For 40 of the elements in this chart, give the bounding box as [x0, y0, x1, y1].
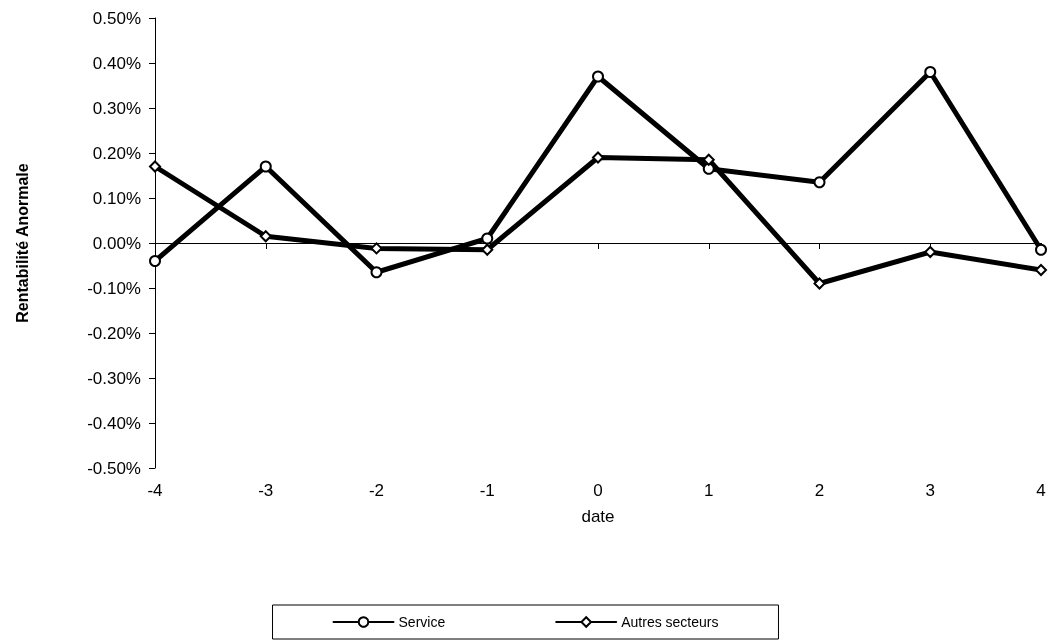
- point: [1035, 243, 1047, 256]
- y-tick-label: -0.50%: [87, 458, 141, 478]
- point: [370, 242, 383, 255]
- y-tick-label: 0.00%: [92, 233, 141, 253]
- point: [592, 70, 604, 83]
- y-tick-label: -0.20%: [87, 323, 141, 343]
- y-axis-title: Rentabilité Anormale: [13, 163, 31, 323]
- x-tick-label: 0: [593, 481, 603, 500]
- x-tick-label: 2: [814, 481, 825, 500]
- y-tick-label: -0.30%: [87, 368, 141, 388]
- point: [370, 266, 383, 279]
- y-tick-label: 0.10%: [92, 188, 141, 208]
- point: [259, 160, 272, 173]
- x-tick-label: -2: [368, 481, 385, 500]
- x-tick-label: -4: [147, 481, 163, 500]
- legend-label: Autres secteurs: [621, 614, 719, 630]
- x-tick-label: 4: [1036, 481, 1046, 500]
- point: [702, 162, 715, 175]
- x-axis-title: date: [581, 507, 615, 526]
- y-tick-label: 0.20%: [92, 143, 141, 163]
- point: [924, 246, 937, 258]
- point: [259, 230, 272, 243]
- point: [592, 151, 604, 164]
- y-tick-label: 0.40%: [92, 53, 141, 73]
- point: [149, 160, 161, 173]
- point: [149, 255, 161, 267]
- y-tick-label: -0.10%: [87, 278, 141, 298]
- point: [481, 232, 494, 245]
- point: [813, 277, 826, 290]
- point: [1035, 264, 1047, 276]
- x-tick-label: 3: [925, 481, 935, 500]
- point: [924, 66, 937, 78]
- point: [813, 176, 826, 189]
- x-tick-label: 1: [704, 481, 714, 500]
- legend-label: Service: [398, 614, 446, 630]
- x-tick-label: -1: [479, 481, 495, 500]
- y-tick-label: 0.30%: [92, 98, 141, 118]
- x-tick-label: -3: [258, 481, 274, 500]
- y-tick-label: -0.40%: [87, 413, 141, 433]
- y-tick-label: 0.50%: [92, 8, 141, 28]
